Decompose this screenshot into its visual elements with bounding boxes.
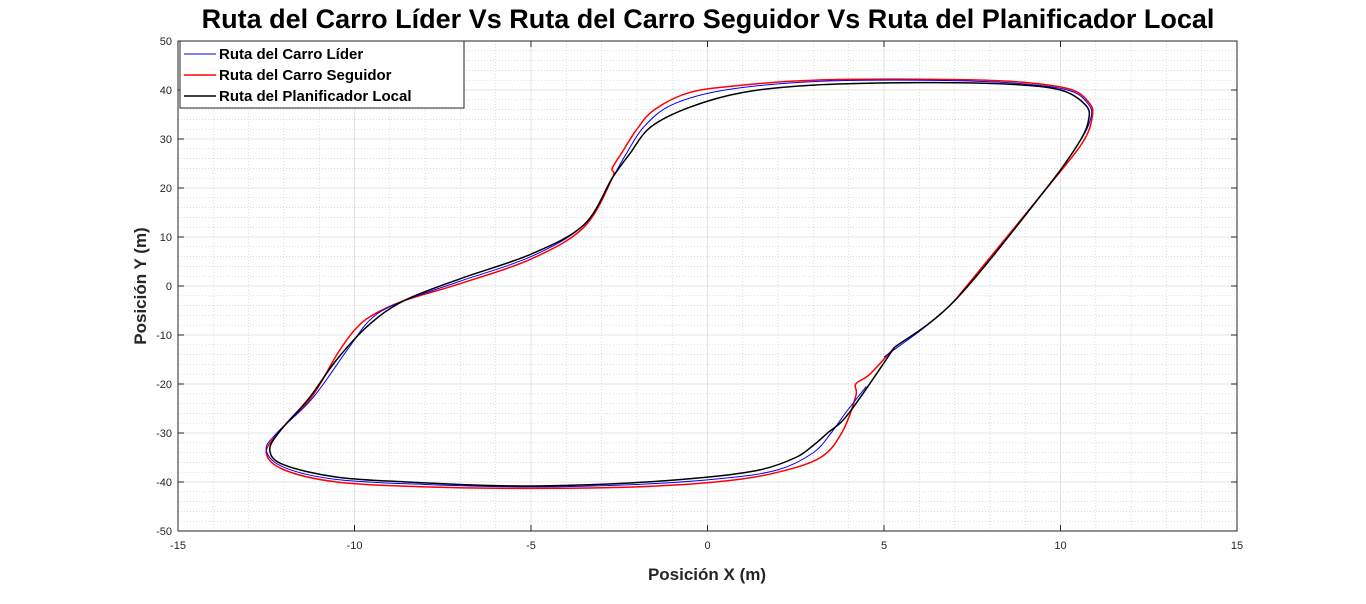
- x-axis-label: Posición X (m): [648, 565, 766, 584]
- x-tick-label: 0: [704, 540, 710, 552]
- series-layer: [265, 78, 1094, 490]
- legend-label-lider: Ruta del Carro Líder: [219, 46, 363, 63]
- legend-label-seguidor: Ruta del Carro Seguidor: [219, 67, 392, 84]
- y-tick-label: -40: [156, 477, 172, 489]
- y-tick-label: -10: [156, 330, 172, 342]
- legend: Ruta del Carro Líder Ruta del Carro Segu…: [179, 40, 465, 109]
- y-tick-label: 10: [160, 232, 172, 244]
- chart-title: Ruta del Carro Líder Vs Ruta del Carro S…: [202, 4, 1215, 34]
- series-line-planificador: [269, 81, 1091, 487]
- legend-box: [179, 40, 465, 109]
- y-axis-label: Posición Y (m): [131, 227, 150, 344]
- x-tick-label: -15: [170, 540, 186, 552]
- x-tick-label: 15: [1231, 540, 1243, 552]
- ticks-layer: [177, 40, 1238, 532]
- x-tick-label: -5: [526, 540, 536, 552]
- y-tick-label: -30: [156, 428, 172, 440]
- y-tick-label: -20: [156, 379, 172, 391]
- y-tick-label: 20: [160, 183, 172, 195]
- x-tick-label: 5: [881, 540, 887, 552]
- y-tick-label: 40: [160, 85, 172, 97]
- y-tick-label: 50: [160, 36, 172, 48]
- y-tick-label: 0: [166, 281, 172, 293]
- y-tick-label: -50: [156, 526, 172, 538]
- legend-label-planificador: Ruta del Planificador Local: [219, 88, 412, 105]
- series-line-lider: [265, 79, 1093, 488]
- y-tick-label: 30: [160, 134, 172, 146]
- major-grid: [177, 40, 1238, 532]
- x-tick-label: -10: [347, 540, 363, 552]
- x-tick-label: 10: [1054, 540, 1066, 552]
